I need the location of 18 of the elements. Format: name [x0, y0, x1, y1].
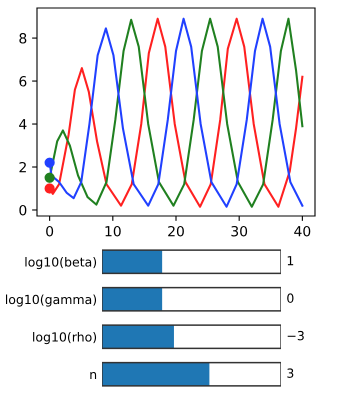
text: 1 — [288, 256, 294, 266]
y-tick-label: log10(beta) — [25, 257, 96, 270]
text: −3 — [288, 330, 304, 340]
text: 3 — [287, 368, 294, 378]
y-tick-label: 8 — [19, 33, 26, 44]
x-tick-label: 30 — [231, 226, 248, 236]
x-tick-label: 0 — [46, 226, 54, 236]
y-tick-label: 4 — [19, 119, 26, 130]
text: 0 — [287, 293, 294, 303]
y-tick-label: log10(gamma) — [6, 294, 96, 307]
y-tick-label: 6 — [19, 76, 26, 87]
y-tick-label: 0 — [19, 204, 26, 216]
y-tick-label: log10(rho) — [33, 332, 96, 344]
x-tick-label: 10 — [106, 226, 121, 236]
x-tick-label: 40 — [294, 226, 310, 236]
x-tick-label: 20 — [168, 226, 184, 236]
y-tick-label: 2 — [19, 162, 26, 172]
y-tick-label: n — [90, 372, 96, 379]
